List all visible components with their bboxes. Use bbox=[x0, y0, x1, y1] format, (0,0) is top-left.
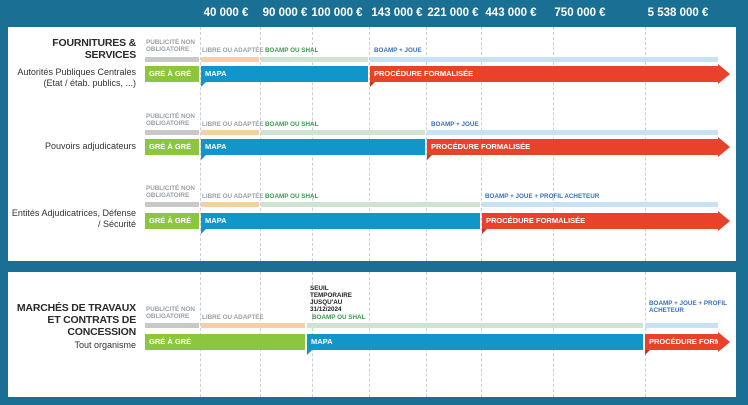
panel-title: MARCHÉS DE TRAVAUX ET CONTRATS DE CONCES… bbox=[16, 302, 136, 338]
label-libre-ou-adaptee: LIBRE OU ADAPTÉE bbox=[202, 47, 264, 54]
bar-procedure-formalisee: PROCÉDURE FORMALISÉE bbox=[427, 139, 718, 160]
bar-gre-a-gre: GRÉ À GRÉ bbox=[145, 66, 199, 82]
threshold-100000: 100 000 € bbox=[311, 7, 363, 19]
panel-fournitures-services: FOURNITURES & SERVICES Autorités Publiqu… bbox=[8, 27, 736, 261]
bar-label: GRÉ À GRÉ bbox=[149, 69, 192, 78]
panel-travaux-concessions: MARCHÉS DE TRAVAUX ET CONTRATS DE CONCES… bbox=[8, 272, 736, 397]
notch bbox=[370, 82, 375, 87]
notch bbox=[645, 350, 650, 355]
gridline bbox=[426, 27, 427, 261]
row-label-autorites-centrales: Autorités Publiques Centrales (Etat / ét… bbox=[17, 67, 136, 88]
notch bbox=[427, 155, 432, 160]
label-boamp-joue: BOAMP + JOUE bbox=[374, 47, 422, 54]
bar-gre-a-gre: GRÉ À GRÉ bbox=[145, 213, 199, 229]
bar-mapa: MAPA bbox=[201, 66, 368, 87]
notch bbox=[201, 229, 206, 234]
label-publicite-non-obligatoire: PUBLICITÉ NON OBLIGATOIRE bbox=[146, 39, 195, 53]
bar-label: MAPA bbox=[205, 69, 227, 78]
arrow-head bbox=[718, 211, 730, 231]
bar-label: PROCÉDURE FORM. bbox=[649, 337, 724, 346]
label-boamp-joue-profil: BOAMP + JOUE + PROFIL ACHETEUR bbox=[649, 300, 727, 314]
label-boamp-ou-shal: BOAMP OU SHAL bbox=[312, 314, 366, 321]
panel-title: FOURNITURES & SERVICES bbox=[52, 37, 136, 61]
bar-label: PROCÉDURE FORMALISÉE bbox=[486, 216, 586, 225]
band-boamp-shal bbox=[261, 57, 368, 62]
gridline bbox=[200, 27, 201, 261]
bar-label: PROCÉDURE FORMALISÉE bbox=[431, 142, 531, 151]
bar-label: MAPA bbox=[205, 142, 227, 151]
band-libre-adaptee bbox=[201, 202, 259, 207]
bar-mapa: MAPA bbox=[201, 213, 480, 234]
band-boamp-joue-profil bbox=[482, 202, 718, 207]
label-libre-ou-adaptee: LIBRE OU ADAPTÉE bbox=[202, 314, 264, 321]
label-publicite-non-obligatoire: PUBLICITÉ NON OBLIGATOIRE bbox=[146, 185, 195, 199]
arrow-head bbox=[718, 137, 730, 157]
bar-procedure-formalisee: PROCÉDURE FORMALISÉE bbox=[370, 66, 718, 87]
band-publicite bbox=[145, 57, 199, 62]
band-libre-adaptee bbox=[201, 323, 305, 328]
notch bbox=[201, 155, 206, 160]
bar-label: MAPA bbox=[205, 216, 227, 225]
bar-label: PROCÉDURE FORMALISÉE bbox=[374, 69, 474, 78]
label-boamp-joue-profil: BOAMP + JOUE + PROFIL ACHETEUR bbox=[485, 193, 600, 200]
label-publicite-non-obligatoire: PUBLICITÉ NON OBLIGATOIRE bbox=[146, 113, 195, 127]
row-label-pouvoirs-adjudicateurs: Pouvoirs adjudicateurs bbox=[44, 141, 136, 151]
band-boamp-shal bbox=[261, 202, 480, 207]
row-label-tout-organisme: Tout organisme bbox=[74, 340, 136, 350]
arrow-head bbox=[718, 64, 730, 84]
band-publicite bbox=[145, 130, 199, 135]
band-libre-adaptee bbox=[201, 57, 259, 62]
bar-gre-a-gre: GRÉ À GRÉ bbox=[145, 334, 305, 350]
bar-label: MAPA bbox=[311, 337, 333, 346]
bar-gre-a-gre: GRÉ À GRÉ bbox=[145, 139, 199, 155]
notch bbox=[307, 350, 312, 355]
bar-label: GRÉ À GRÉ bbox=[149, 216, 192, 225]
arrow-head bbox=[718, 332, 730, 352]
label-seuil-temporaire: SEUIL TEMPORAIRE JUSQU'AU 31/12/2024 bbox=[310, 285, 352, 313]
label-boamp-ou-shal: BOAMP OU SHAL bbox=[265, 47, 319, 54]
threshold-90000: 90 000 € bbox=[262, 7, 308, 19]
band-publicite bbox=[145, 323, 199, 328]
band-boamp-joue bbox=[427, 130, 718, 135]
label-boamp-ou-shal: BOAMP OU SHAL bbox=[265, 121, 319, 128]
label-boamp-ou-shal: BOAMP OU SHAL bbox=[265, 193, 319, 200]
band-boamp-joue-profil bbox=[645, 323, 718, 328]
bar-label: GRÉ À GRÉ bbox=[149, 142, 192, 151]
notch bbox=[201, 82, 206, 87]
band-boamp-joue bbox=[370, 57, 718, 62]
threshold-143000: 143 000 € bbox=[371, 7, 423, 19]
threshold-40000: 40 000 € bbox=[203, 7, 249, 19]
bar-mapa: MAPA bbox=[201, 139, 425, 160]
threshold-221000: 221 000 € bbox=[427, 7, 479, 19]
band-boamp-shal bbox=[307, 323, 643, 328]
row-label-entites-adjudicatrices: Entités Adjudicatrices, Défense / Sécuri… bbox=[11, 208, 136, 229]
bar-procedure-formalisee: PROCÉDURE FORM. bbox=[645, 334, 723, 355]
threshold-750000: 750 000 € bbox=[554, 7, 606, 19]
label-libre-ou-adaptee: LIBRE OU ADAPTÉE bbox=[202, 121, 264, 128]
notch bbox=[482, 229, 487, 234]
threshold-443000: 443 000 € bbox=[485, 7, 537, 19]
threshold-5538000: 5 538 000 € bbox=[647, 7, 709, 19]
bar-label: GRÉ À GRÉ bbox=[149, 337, 192, 346]
bar-procedure-formalisee: PROCÉDURE FORMALISÉE bbox=[482, 213, 718, 234]
band-publicite bbox=[145, 202, 199, 207]
label-publicite-non-obligatoire: PUBLICITÉ NON OBLIGATOIRE bbox=[146, 306, 195, 320]
band-boamp-shal bbox=[261, 130, 425, 135]
thresholds-header: 40 000 € 90 000 € 100 000 € 143 000 € 22… bbox=[0, 0, 748, 26]
label-libre-ou-adaptee: LIBRE OU ADAPTÉE bbox=[202, 193, 264, 200]
band-libre-adaptee bbox=[201, 130, 259, 135]
bar-mapa: MAPA bbox=[307, 334, 643, 355]
label-boamp-joue: BOAMP + JOUE bbox=[431, 121, 479, 128]
